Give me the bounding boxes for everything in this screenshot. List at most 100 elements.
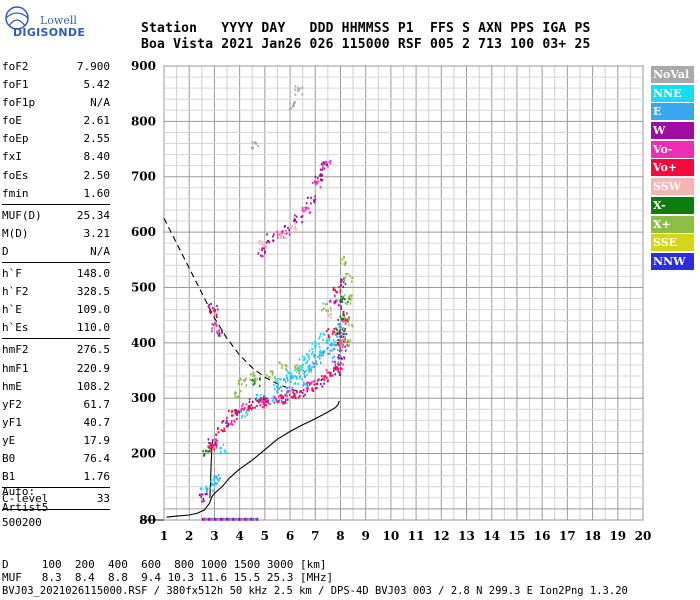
echo-dot: [301, 366, 303, 369]
echo-dot: [295, 370, 298, 373]
low-height-dot: [205, 517, 208, 521]
echo-dot: [226, 417, 228, 420]
echo-dot: [276, 378, 279, 381]
echo-dot: [267, 398, 269, 401]
echo-dot: [243, 379, 245, 382]
echo-dot: [301, 378, 303, 381]
echo-dot: [315, 181, 317, 184]
echo-dot: [321, 309, 323, 312]
echo-point: [266, 370, 276, 379]
echo-dot: [215, 314, 218, 317]
param-row: foF1 5.42: [2, 76, 110, 94]
echo-dot: [248, 401, 251, 404]
echo-dot: [336, 335, 338, 338]
echo-dot: [326, 376, 328, 379]
param-value: 76.4: [83, 451, 111, 465]
echo-dot: [241, 407, 244, 410]
echo-dot: [208, 307, 211, 310]
echo-dot: [346, 302, 348, 305]
echo-dot: [328, 315, 331, 318]
echo-dot: [227, 425, 229, 428]
echo-dot: [311, 181, 314, 184]
echo-dot: [240, 390, 242, 393]
echo-dot: [311, 366, 313, 369]
echo-dot: [208, 446, 210, 449]
echo-dot: [209, 310, 211, 313]
echo-dot: [338, 332, 341, 335]
echo-dot: [328, 338, 330, 341]
echo-dot: [334, 295, 336, 298]
echo-dot: [284, 394, 287, 397]
echo-dot: [287, 226, 289, 229]
echo-dot: [214, 441, 217, 444]
echo-dot: [332, 288, 335, 291]
echo-dot: [312, 362, 315, 365]
echo-dot: [339, 341, 341, 344]
echo-dot: [308, 349, 311, 352]
echo-dot: [275, 397, 277, 400]
echo-dot: [337, 349, 339, 352]
echo-dot: [323, 333, 326, 336]
echo-point: [285, 389, 296, 399]
echo-point: [283, 374, 292, 384]
low-height-dot: [203, 517, 206, 521]
param-value: 108.2: [76, 379, 110, 393]
echo-dot: [342, 343, 344, 347]
low-height-dot: [238, 517, 241, 521]
echo-dot: [345, 333, 347, 336]
echo-dot: [327, 165, 329, 168]
echo-dot: [333, 367, 336, 370]
echo-dot: [339, 349, 341, 352]
echo-dot: [332, 287, 335, 290]
echo-dot: [264, 401, 266, 404]
param-name: B0: [2, 451, 16, 465]
echo-dot: [306, 361, 308, 364]
echo-dot: [205, 449, 208, 452]
echo-dot: [322, 332, 325, 335]
echo-dot: [219, 447, 221, 450]
echo-dot: [257, 398, 260, 401]
echo-dot: [210, 480, 212, 483]
echo-dot: [221, 331, 223, 334]
param-value: 1.76: [83, 470, 111, 484]
legend-item: X+: [651, 215, 694, 233]
echo-dot: [341, 279, 343, 282]
chart-grid: [140, 65, 644, 521]
echo-dot: [324, 375, 327, 378]
echo-dot: [323, 161, 326, 164]
echo-dot: [293, 104, 295, 107]
legend-item: SSE: [651, 234, 694, 252]
echo-dot: [345, 272, 347, 276]
echo-dot: [222, 430, 224, 433]
x-tick-label: 5: [261, 529, 269, 543]
echo-dot: [263, 404, 266, 407]
echo-dot: [218, 334, 221, 337]
echo-dot: [313, 355, 315, 358]
echo-dot: [217, 427, 219, 430]
echo-dot: [341, 258, 344, 261]
echo-dot: [230, 421, 233, 424]
param-name: hmE: [2, 379, 22, 393]
echo-dot: [236, 413, 238, 416]
echo-dot: [296, 89, 299, 92]
echo-dot: [254, 398, 257, 401]
x-tick-label: 6: [286, 529, 294, 543]
echo-dot: [294, 375, 297, 378]
echo-dot: [314, 195, 316, 198]
echo-point: [207, 302, 218, 313]
param-row: hmF2 276.5: [2, 341, 110, 359]
echo-dot: [349, 275, 351, 278]
echo-dot: [319, 353, 321, 357]
echo-dot: [288, 386, 291, 389]
echo-dot: [343, 340, 345, 343]
param-value: 276.5: [76, 343, 110, 357]
param-name: h`Es: [2, 321, 29, 335]
echo-dot: [351, 325, 354, 328]
echo-dot: [265, 404, 267, 407]
echo-dot: [316, 387, 318, 390]
echo-dot: [218, 332, 221, 335]
param-row: h`Es 110.0: [2, 319, 110, 337]
polarization-legend: NoVal NNE E W Vo- Vo+ SSW X- X+ SSE NNW: [651, 66, 694, 272]
echo-dot: [259, 377, 261, 380]
echo-dot: [292, 389, 295, 393]
